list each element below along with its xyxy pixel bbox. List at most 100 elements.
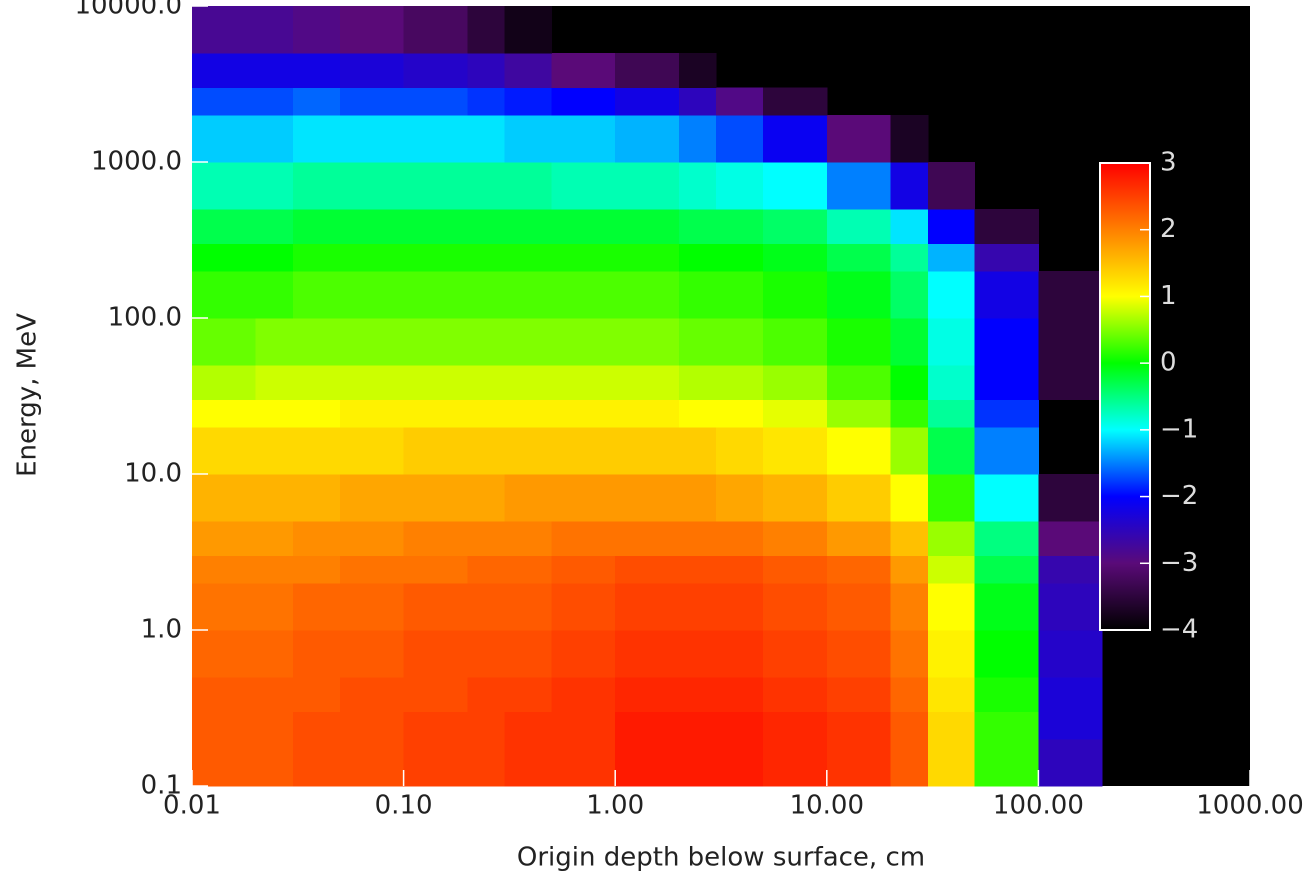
heatmap-cell bbox=[927, 583, 976, 631]
heatmap-cell bbox=[339, 630, 405, 678]
heatmap-cell bbox=[504, 427, 553, 475]
heatmap-cell bbox=[467, 52, 506, 89]
heatmap-cell bbox=[974, 399, 1039, 428]
heatmap-cell bbox=[678, 630, 717, 678]
heatmap-cell bbox=[551, 711, 616, 740]
heatmap-cell bbox=[927, 427, 976, 475]
heatmap-cell bbox=[192, 162, 257, 210]
heatmap-cell bbox=[467, 676, 506, 713]
heatmap-cell bbox=[615, 399, 680, 428]
colorbar-tick-label: −4 bbox=[1160, 615, 1198, 645]
heatmap-cell bbox=[403, 162, 468, 210]
heatmap-cell bbox=[763, 711, 828, 740]
heatmap-cell bbox=[403, 318, 468, 366]
heatmap-cell bbox=[504, 6, 553, 54]
heatmap-cell bbox=[403, 555, 468, 584]
heatmap-cell bbox=[615, 583, 680, 631]
heatmap-cell bbox=[339, 555, 405, 584]
heatmap-cell bbox=[467, 711, 506, 740]
heatmap-cell bbox=[467, 115, 506, 163]
colorbar-tick-label: −1 bbox=[1160, 414, 1198, 444]
heatmap-cell bbox=[504, 115, 553, 163]
heatmap-cell bbox=[255, 520, 294, 557]
heatmap-cell bbox=[504, 162, 553, 210]
heatmap-cell bbox=[192, 520, 257, 557]
heatmap-cell bbox=[716, 630, 764, 678]
heatmap-cell bbox=[927, 520, 976, 557]
heatmap-cell bbox=[974, 583, 1039, 631]
heatmap-cell bbox=[504, 520, 553, 557]
heatmap-cell bbox=[551, 676, 616, 713]
heatmap-cell bbox=[826, 520, 891, 557]
heatmap-cell bbox=[716, 520, 764, 557]
heatmap-cell bbox=[551, 271, 616, 319]
heatmap-cell bbox=[255, 87, 294, 116]
heatmap-cell bbox=[403, 271, 468, 319]
heatmap-cell bbox=[255, 208, 294, 245]
heatmap-cell bbox=[255, 6, 294, 54]
heatmap-cell bbox=[192, 427, 257, 475]
heatmap-cell bbox=[615, 474, 680, 522]
heatmap-cell bbox=[826, 271, 891, 319]
heatmap-cell bbox=[292, 474, 341, 522]
heatmap-cell bbox=[255, 364, 294, 401]
heatmap-cell bbox=[504, 243, 553, 272]
heatmap-cell bbox=[255, 115, 294, 163]
heatmap-cell bbox=[763, 208, 828, 245]
heatmap-cell bbox=[826, 318, 891, 366]
heatmap-cell bbox=[1038, 711, 1103, 740]
heatmap-cell bbox=[551, 520, 616, 557]
heatmap-cell bbox=[339, 243, 405, 272]
heatmap-cell bbox=[467, 739, 506, 787]
heatmap-cell bbox=[403, 739, 468, 787]
heatmap-cell bbox=[927, 243, 976, 272]
heatmap-cell bbox=[504, 555, 553, 584]
heatmap-cell bbox=[716, 318, 764, 366]
heatmap-cell bbox=[678, 555, 717, 584]
heatmap-cell bbox=[292, 520, 341, 557]
heatmap-cell bbox=[255, 271, 294, 319]
heatmap-cell bbox=[890, 520, 929, 557]
heatmap-cell bbox=[826, 162, 891, 210]
heatmap-cell bbox=[292, 87, 341, 116]
heatmap-cell bbox=[716, 711, 764, 740]
heatmap-cell bbox=[927, 630, 976, 678]
heatmap-cell bbox=[1038, 630, 1103, 678]
heatmap-cell bbox=[192, 6, 257, 54]
heatmap-cell bbox=[467, 474, 506, 522]
heatmap-cell bbox=[678, 115, 717, 163]
heatmap-cell bbox=[192, 318, 257, 366]
heatmap-cell bbox=[467, 555, 506, 584]
heatmap-cell bbox=[403, 427, 468, 475]
heatmap-cell bbox=[615, 555, 680, 584]
heatmap-cell bbox=[974, 676, 1039, 713]
heatmap-cell bbox=[467, 6, 506, 54]
heatmap-cell bbox=[615, 739, 680, 787]
heatmap-cell bbox=[292, 739, 341, 787]
heatmap-cell bbox=[292, 243, 341, 272]
heatmap-cell bbox=[192, 583, 257, 631]
heatmap-cell bbox=[403, 520, 468, 557]
heatmap-cell bbox=[192, 271, 257, 319]
heatmap-cell bbox=[615, 520, 680, 557]
heatmap-cell bbox=[615, 676, 680, 713]
heatmap-cell bbox=[716, 271, 764, 319]
heatmap-cell bbox=[763, 583, 828, 631]
heatmap-cell bbox=[467, 243, 506, 272]
heatmap-cell bbox=[615, 243, 680, 272]
heatmap-cell bbox=[974, 318, 1039, 366]
heatmap-cell bbox=[974, 520, 1039, 557]
heatmap-cell bbox=[292, 711, 341, 740]
heatmap-cell bbox=[763, 676, 828, 713]
heatmap-cell bbox=[763, 271, 828, 319]
heatmap-cell bbox=[890, 555, 929, 584]
heatmap-cell bbox=[615, 364, 680, 401]
heatmap-cell bbox=[974, 271, 1039, 319]
heatmap-cell bbox=[339, 676, 405, 713]
heatmap-cell bbox=[974, 739, 1039, 787]
heatmap-cell bbox=[826, 208, 891, 245]
heatmap-cell bbox=[339, 739, 405, 787]
heatmap-cell bbox=[255, 711, 294, 740]
y-tick-label: 10.0 bbox=[124, 459, 182, 489]
colorbar-tick-label: 3 bbox=[1160, 148, 1177, 178]
